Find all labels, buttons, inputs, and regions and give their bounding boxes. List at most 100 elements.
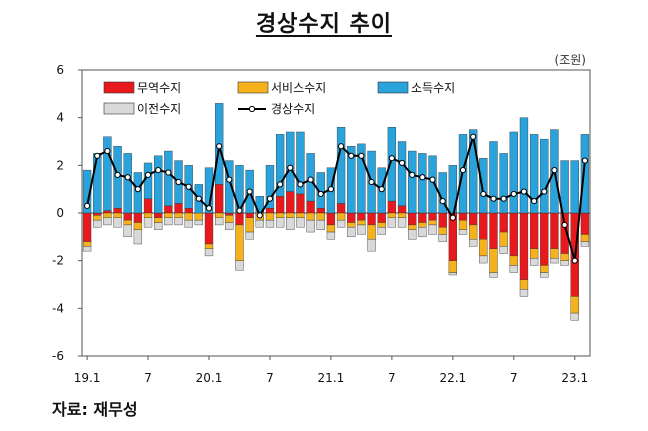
bar-transfer (275, 217, 285, 228)
bar-services (550, 248, 559, 259)
bar-income (408, 150, 417, 214)
current-account-point (398, 159, 406, 167)
bar-transfer (326, 231, 336, 240)
bar-transfer (296, 217, 305, 228)
bar-services (245, 217, 254, 233)
bar-services (123, 219, 132, 226)
bar-services (570, 296, 579, 314)
bar-services (275, 212, 285, 218)
bar-services (306, 212, 315, 221)
y-tick-label: -4 (52, 301, 64, 315)
bar-transfer (397, 217, 407, 228)
current-account-point (307, 176, 314, 183)
x-tick-label: 23.1 (561, 371, 588, 385)
current-account-point (317, 190, 324, 198)
x-tick-label: 19.1 (74, 371, 101, 385)
bar-transfer (448, 272, 458, 276)
current-account-point (510, 190, 517, 198)
bar-services (367, 224, 376, 240)
bar-transfer (336, 219, 346, 228)
current-account-point (561, 221, 568, 229)
bar-trade (326, 212, 336, 226)
bar-services (235, 224, 244, 261)
current-account-point (581, 157, 589, 164)
bar-income (570, 160, 579, 214)
bar-trade (499, 212, 508, 233)
bar-services (387, 212, 397, 218)
bar-transfer (184, 219, 193, 228)
bar-trade (275, 196, 285, 214)
bar-income (519, 117, 529, 214)
bar-services (143, 212, 153, 218)
bar-trade (113, 208, 122, 214)
bar-services (428, 219, 437, 226)
legend-swatch-trade (103, 81, 135, 94)
legend-marker-current (248, 105, 256, 113)
current-account-point (419, 174, 426, 181)
bar-transfer (499, 246, 508, 254)
bar-trade (204, 212, 214, 245)
current-account-point (551, 167, 558, 174)
bar-income (336, 126, 346, 204)
bar-transfer (428, 224, 437, 235)
bar-transfer (458, 229, 468, 235)
current-account-point (439, 197, 446, 205)
bar-services (377, 222, 386, 228)
bar-income (265, 165, 275, 209)
bar-trade (174, 203, 183, 214)
x-tick-label: 7 (266, 371, 274, 385)
bar-income (143, 162, 153, 199)
bar-transfer (82, 246, 92, 252)
x-tick-label: 7 (144, 371, 152, 385)
bar-income (580, 134, 590, 214)
current-account-point (337, 143, 345, 150)
bar-services (479, 239, 488, 257)
current-account-point (327, 186, 335, 193)
current-account-point (185, 183, 192, 190)
bar-transfer (306, 219, 315, 233)
bar-trade (306, 200, 315, 214)
bar-income (509, 131, 518, 214)
bar-services (194, 212, 204, 221)
current-account-point (520, 188, 528, 195)
bar-trade (245, 212, 254, 218)
bar-income (82, 169, 92, 214)
bar-trade (214, 184, 224, 214)
x-axis: 19.1 7 20.1 7 21.1 7 22.1 7 23.1 (74, 356, 588, 385)
current-account-point (409, 171, 416, 178)
bar-income (204, 167, 214, 214)
bar-services (316, 212, 325, 221)
bar-transfer (143, 217, 153, 228)
bar-income (499, 153, 508, 214)
current-account-point (449, 214, 456, 221)
bar-transfer (204, 248, 214, 257)
bar-transfer (570, 312, 579, 321)
bar-services (438, 227, 447, 235)
bar-trade (143, 198, 153, 214)
bar-income (286, 131, 295, 192)
bar-income (93, 153, 102, 214)
bar-trade (428, 212, 437, 221)
bar-trade (336, 203, 346, 214)
y-tick-label: -6 (52, 349, 64, 363)
bar-trade (235, 212, 244, 226)
bar-services (448, 260, 458, 273)
legend-swatch-income (377, 81, 409, 94)
bar-services (113, 212, 122, 218)
bar-transfer (347, 227, 356, 238)
bar-income (164, 150, 173, 207)
bar-services (286, 212, 295, 218)
bar-transfer (377, 227, 386, 235)
y-tick-label: 4 (56, 111, 64, 125)
current-account-point (195, 195, 202, 202)
current-account-point (165, 169, 172, 176)
bar-income (296, 131, 305, 195)
bar-services (296, 212, 305, 218)
current-account-point (175, 178, 182, 186)
bar-income (316, 172, 325, 209)
legend-label-trade: 무역수지 (137, 81, 181, 95)
legend-label-current: 경상수지 (271, 102, 315, 116)
bar-trade (418, 212, 427, 223)
bar-trade (509, 212, 518, 257)
